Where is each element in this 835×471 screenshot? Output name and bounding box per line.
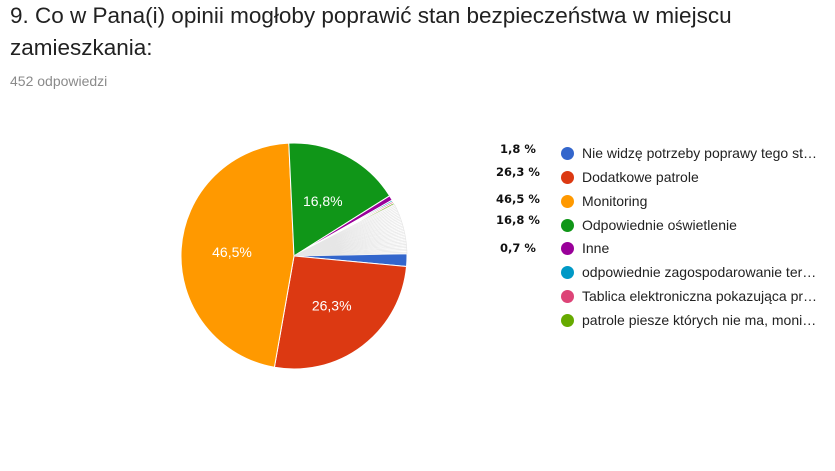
legend-label: Nie widzę potrzeby poprawy tego st… (582, 145, 834, 161)
pie-slice-2-label: 46,5% (212, 244, 252, 260)
legend-dot-icon (561, 290, 574, 303)
legend-label: Odpowiednie oświetlenie (582, 217, 834, 233)
pct-label-monitoring: 46,5 % (488, 192, 548, 206)
legend-dot-icon (561, 219, 574, 232)
legend-label: patrole piesze których nie ma, moni… (582, 312, 834, 328)
legend-dot-icon (561, 314, 574, 327)
legend-label: Monitoring (582, 193, 834, 209)
pct-label-inne: 0,7 % (488, 241, 548, 255)
legend-dot-icon (561, 266, 574, 279)
legend-dot-icon (561, 147, 574, 160)
pie-slice-1-label: 26,3% (312, 297, 352, 313)
legend-dot-icon (561, 242, 574, 255)
pct-label-patrole: 26,3 % (488, 165, 548, 179)
legend-label: Inne (582, 240, 834, 256)
legend-dot-icon (561, 195, 574, 208)
legend-label: Dodatkowe patrole (582, 169, 834, 185)
legend-label: odpowiednie zagospodarowanie ter… (582, 264, 834, 280)
pct-label-oswietlenie: 16,8 % (488, 213, 548, 227)
pie-slice-3-label: 16,8% (303, 193, 343, 209)
legend-dot-icon (561, 171, 574, 184)
legend-label: Tablica elektroniczna pokazująca pr… (582, 288, 834, 304)
pct-label-nie-widze: 1,8 % (488, 142, 548, 156)
